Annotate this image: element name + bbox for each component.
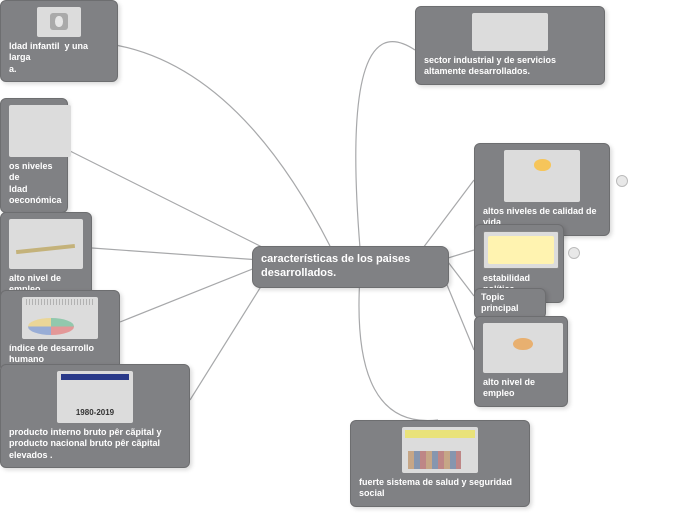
node-salud[interactable]: fuerte sistema de salud y seguridad soci…	[350, 420, 530, 507]
center-topic-label: características de los paises desarrolla…	[261, 253, 440, 281]
node-topic[interactable]: Topic principal	[474, 288, 546, 319]
node-estabilidad-link-icon[interactable]	[568, 247, 580, 259]
center-topic[interactable]: características de los paises desarrolla…	[252, 246, 449, 288]
node-topic-label: Topic principal	[481, 292, 539, 315]
node-empleo-der-label: alto nivel de empleo	[483, 377, 559, 400]
node-mortalidad-thumbnail	[37, 7, 81, 37]
node-empleo-izq-thumbnail	[9, 219, 83, 269]
node-idh[interactable]: índice de desarrollo humano	[0, 290, 120, 373]
node-idh-thumbnail	[22, 297, 98, 339]
node-pib-label: producto interno bruto pêr cãpital y pro…	[9, 427, 181, 461]
node-mortalidad[interactable]: ldad infantil y una larga a.	[0, 0, 118, 82]
node-estabilidad-thumbnail	[483, 231, 559, 269]
node-sector[interactable]: sector industrial y de servicios altamen…	[415, 6, 605, 85]
node-mortalidad-label: ldad infantil y una larga a.	[9, 41, 109, 75]
mindmap-canvas[interactable]: características de los paises desarrolla…	[0, 0, 696, 520]
node-desigualdad[interactable]: os niveles de ldad oeconómica	[0, 98, 68, 213]
node-salud-label: fuerte sistema de salud y seguridad soci…	[359, 477, 521, 500]
node-calidad-vida[interactable]: altos niveles de calidad de vida	[474, 143, 610, 236]
node-calidad-vida-link-icon[interactable]	[616, 175, 628, 187]
node-sector-thumbnail	[472, 13, 548, 51]
node-salud-thumbnail	[402, 427, 478, 473]
node-sector-label: sector industrial y de servicios altamen…	[424, 55, 596, 78]
node-pib[interactable]: producto interno bruto pêr cãpital y pro…	[0, 364, 190, 468]
node-desigualdad-label: os niveles de ldad oeconómica	[9, 161, 59, 206]
node-empleo-der[interactable]: alto nivel de empleo	[474, 316, 568, 407]
node-desigualdad-thumbnail	[9, 105, 71, 157]
node-empleo-izq[interactable]: alto nivel de empleo	[0, 212, 92, 303]
node-calidad-vida-thumbnail	[504, 150, 580, 202]
node-idh-label: índice de desarrollo humano	[9, 343, 111, 366]
node-empleo-der-thumbnail	[483, 323, 563, 373]
node-pib-thumbnail	[57, 371, 133, 423]
